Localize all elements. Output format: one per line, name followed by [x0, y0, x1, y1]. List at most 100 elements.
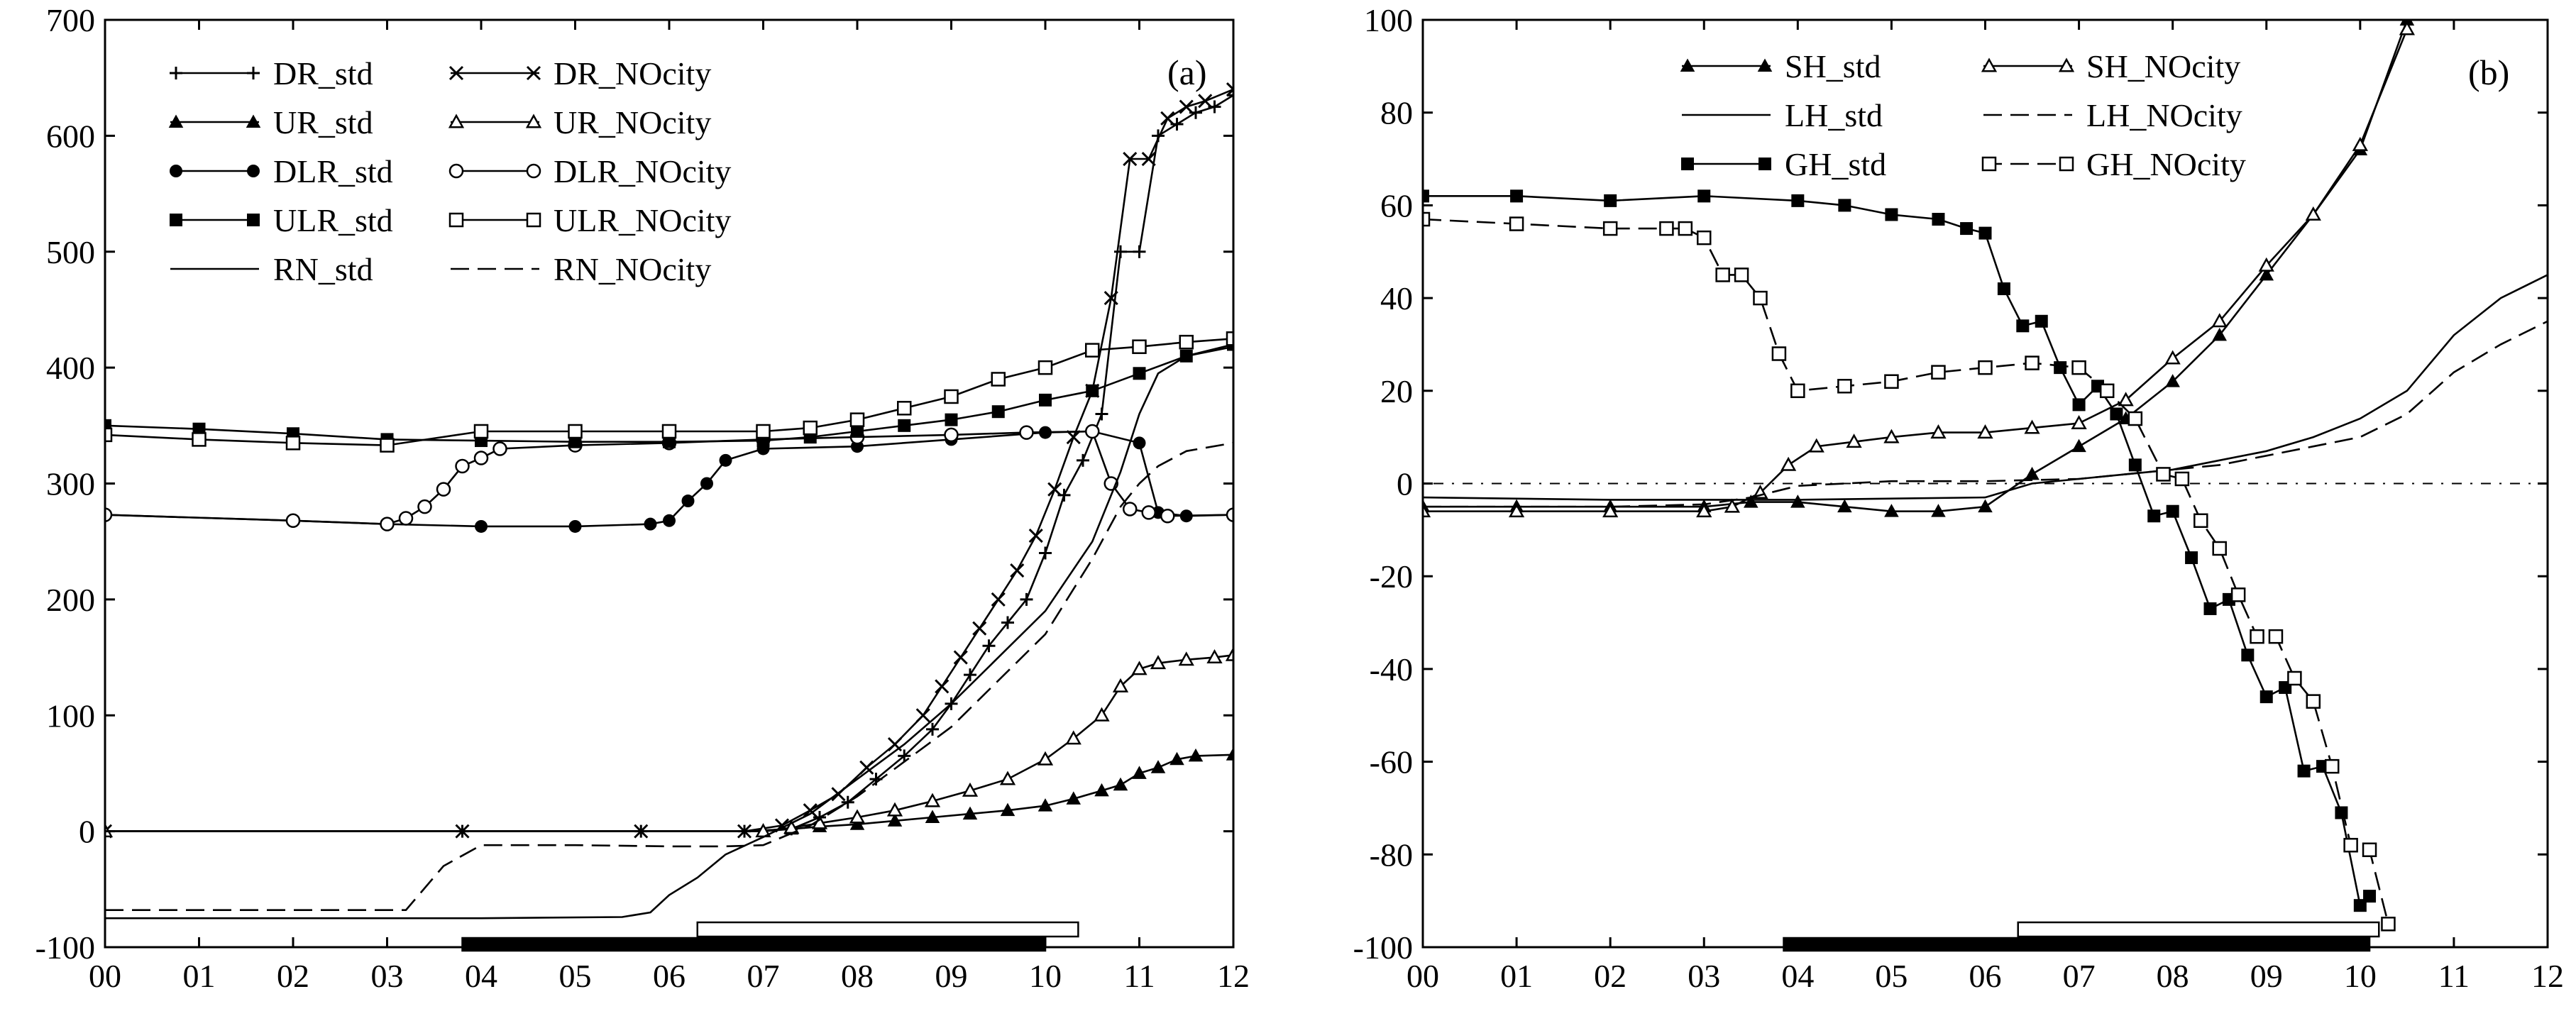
data-point-gh-std [2016, 319, 2030, 333]
data-point-sh-std [1931, 504, 1946, 517]
data-point-gh-nocity [2128, 411, 2143, 426]
legend-marker-ulr-std [247, 214, 260, 226]
data-point-dr-nocity [1226, 82, 1233, 97]
data-point-gh-std [1997, 282, 2010, 296]
data-point-ur-std [1066, 791, 1081, 805]
data-point-sh-nocity [1508, 503, 1525, 518]
x-tick-label: 04 [465, 958, 497, 994]
data-point-gh-nocity [2306, 694, 2321, 709]
data-point-dr-std [964, 668, 976, 682]
data-point-ulr-std [945, 413, 958, 426]
data-point-gh-std [1697, 189, 1711, 203]
data-point-ur-nocity [962, 782, 979, 797]
legend-marker-gh-std [1758, 158, 1771, 170]
panel-b-chart: 00 01 02 03 04 05 06 07 08 09 10 11 12 -100 -80 -60 -40 -… [1353, 2, 2564, 994]
y-tick-label: 0 [79, 814, 95, 850]
data-point-gh-nocity [1678, 221, 1693, 236]
legend-marker-dlr-nocity [448, 163, 464, 179]
y-tick-label: -80 [1370, 836, 1413, 873]
data-point-sh-std [2165, 374, 2180, 387]
x-tick-label: 10 [2344, 958, 2377, 994]
data-point-gh-nocity [2156, 467, 2171, 482]
data-point-gh-std [2241, 648, 2255, 662]
data-point-gh-nocity [1771, 346, 1787, 361]
x-tick-label: 11 [2438, 958, 2470, 994]
data-point-dr-std [982, 639, 996, 653]
legend-marker-sh-nocity [2058, 57, 2075, 72]
data-point-gh-std [2203, 602, 2217, 615]
data-point-gh-std [1838, 199, 1851, 212]
data-point-sh-nocity [1808, 438, 1824, 453]
y-tick-label: -100 [35, 929, 95, 966]
series-line-lh-nocity [1423, 320, 2548, 508]
data-point-dlr-std [663, 514, 676, 527]
data-point-ur-std [925, 810, 940, 823]
data-point-gh-nocity [1884, 374, 1899, 389]
series-line-dr-nocity [105, 88, 1233, 832]
legend-label-sh-nocity: SH_NOcity [2086, 48, 2240, 84]
data-point-sh-nocity [1846, 434, 1862, 448]
x-tick-label: 03 [371, 958, 404, 994]
data-point-ulr-nocity [1226, 331, 1233, 346]
data-point-gh-nocity [2230, 587, 2246, 602]
data-point-ur-std [1113, 777, 1128, 791]
data-point-ulr-nocity [849, 412, 865, 427]
data-point-gh-std [2035, 314, 2048, 328]
x-tick-label: 09 [2250, 958, 2283, 994]
data-point-ulr-nocity [473, 424, 489, 439]
legend-label-ur-nocity: UR_NOcity [554, 104, 711, 140]
x-tick-label: 12 [1217, 958, 1250, 994]
data-point-dr-std [1001, 616, 1014, 629]
legend-label-rn-std: RN_std [273, 251, 373, 287]
data-point-dr-std [1114, 245, 1127, 258]
data-point-gh-std [1604, 194, 1617, 207]
data-point-ur-nocity [1037, 751, 1054, 766]
series-line-ulr-std [105, 343, 1233, 443]
data-point-dr-nocity [1123, 151, 1138, 167]
series-line-lh-std [1423, 274, 2548, 501]
legend-label-gh-nocity: GH_NOcity [2086, 146, 2246, 182]
data-point-ur-std [1188, 748, 1204, 762]
legend-label-ulr-nocity: ULR_NOcity [554, 202, 731, 238]
data-point-gh-nocity [2194, 513, 2208, 529]
data-point-dr-nocity [1160, 111, 1175, 126]
x-tick-label: 07 [2063, 958, 2096, 994]
data-point-gh-nocity [2381, 917, 2396, 932]
x-tick-label: 02 [1594, 958, 1626, 994]
x-tick-label: 03 [1688, 958, 1720, 994]
data-point-sh-nocity [2071, 414, 2087, 429]
data-point-gh-nocity [1509, 216, 1524, 231]
data-point-gh-nocity [2071, 360, 2086, 375]
data-point-ur-std [887, 813, 903, 827]
x-tick-label: 08 [2157, 958, 2189, 994]
y-tick-label: 0 [1397, 466, 1413, 502]
data-point-dlr-nocity [944, 427, 959, 443]
data-point-ulr-std [105, 419, 111, 432]
x-tick-label: 00 [89, 958, 121, 994]
data-point-gh-nocity [1931, 365, 1946, 380]
data-point-ulr-nocity [568, 424, 583, 439]
data-point-sh-nocity [1423, 503, 1431, 518]
data-point-ur-std [1132, 766, 1147, 779]
data-point-sh-std [1884, 504, 1899, 517]
data-point-gh-nocity [1978, 360, 1993, 375]
data-point-ur-std [1150, 760, 1166, 773]
data-point-dr-std [841, 795, 854, 809]
data-point-gh-nocity [2212, 541, 2227, 556]
data-point-dlr-nocity [1085, 424, 1100, 439]
data-point-ur-nocity [1178, 651, 1194, 666]
legend-marker-gh-std [1681, 158, 1694, 170]
data-point-ur-std [1000, 802, 1015, 817]
period-bar-black [1783, 937, 2371, 952]
data-point-gh-std [2297, 764, 2311, 778]
data-point-gh-nocity [2025, 355, 2040, 370]
data-point-sh-nocity [2258, 257, 2274, 272]
data-point-ulr-nocity [803, 420, 818, 436]
data-point-ulr-nocity [285, 436, 301, 451]
series-line-sh-nocity [1423, 20, 2413, 513]
data-point-ulr-std [1133, 367, 1146, 380]
data-point-gh-std [2054, 361, 2067, 375]
data-point-gh-std [2259, 690, 2273, 704]
data-point-dlr-std [475, 519, 488, 533]
legend-marker-dr-nocity [448, 65, 464, 81]
